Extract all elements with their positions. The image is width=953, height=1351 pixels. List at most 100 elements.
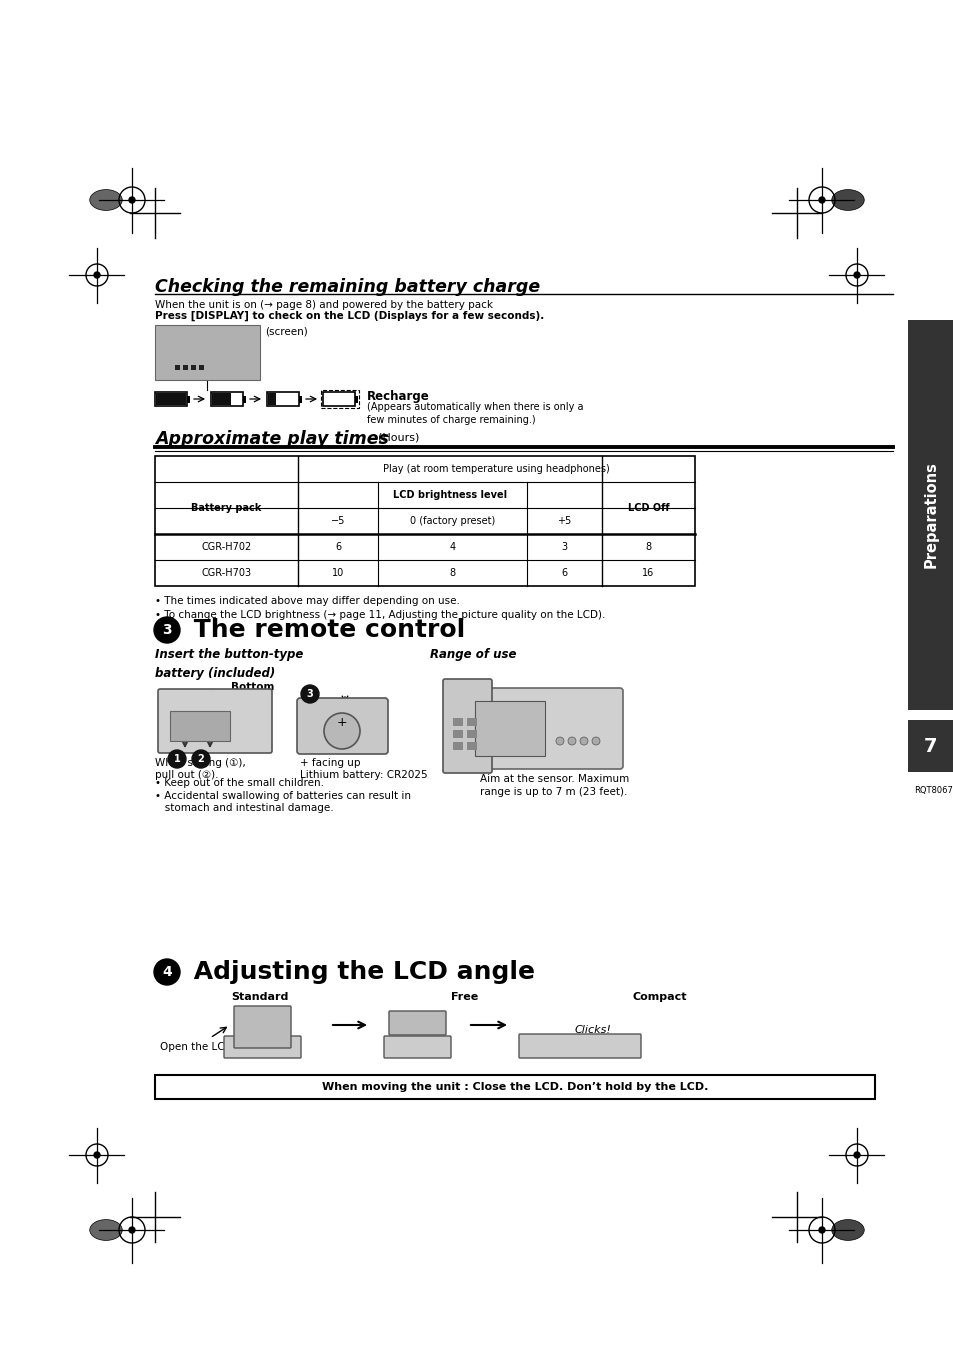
Text: CGR-H702: CGR-H702 (201, 542, 252, 553)
FancyBboxPatch shape (296, 698, 388, 754)
Text: Clicks!: Clicks! (575, 1025, 611, 1035)
Text: +5: +5 (557, 516, 571, 526)
FancyBboxPatch shape (518, 1034, 640, 1058)
Bar (453, 717, 462, 725)
Text: LCD Off: LCD Off (627, 503, 669, 513)
Ellipse shape (90, 189, 122, 211)
Text: −5: −5 (331, 516, 345, 526)
Text: 8: 8 (645, 542, 651, 553)
Text: Free: Free (451, 992, 478, 1002)
Text: 2: 2 (197, 754, 204, 765)
Circle shape (556, 738, 563, 744)
FancyBboxPatch shape (233, 1006, 291, 1048)
Bar (154, 392, 187, 407)
Bar (320, 390, 358, 408)
Text: Press [DISPLAY] to check on the LCD (Displays for a few seconds).: Press [DISPLAY] to check on the LCD (Dis… (154, 311, 543, 322)
Text: Slide: Slide (382, 1046, 408, 1056)
Text: 6: 6 (335, 542, 341, 553)
Text: Approximate play times: Approximate play times (154, 430, 389, 449)
Text: Bottom: Bottom (231, 682, 274, 692)
Circle shape (592, 738, 599, 744)
Ellipse shape (90, 1220, 122, 1240)
Circle shape (94, 1152, 100, 1158)
Bar (323, 392, 355, 407)
Text: While sliding (①),: While sliding (①), (154, 758, 246, 767)
Bar (453, 730, 462, 738)
Text: 30°: 30° (506, 721, 523, 731)
Text: Standard: Standard (231, 992, 289, 1002)
Circle shape (853, 272, 859, 278)
Text: 4: 4 (162, 965, 172, 979)
FancyBboxPatch shape (224, 1036, 301, 1058)
Circle shape (567, 738, 576, 744)
Text: 1: 1 (173, 754, 180, 765)
Text: 7: 7 (923, 736, 937, 755)
Bar (187, 396, 190, 403)
Text: + facing up: + facing up (299, 758, 360, 767)
Text: • The times indicated above may differ depending on use.: • The times indicated above may differ d… (154, 596, 459, 607)
Bar (907, 720, 953, 771)
Text: Range of use: Range of use (430, 648, 516, 661)
Text: Recharge: Recharge (367, 390, 429, 403)
Bar (174, 365, 180, 370)
Bar (243, 396, 246, 403)
Circle shape (818, 1227, 824, 1233)
Bar (467, 730, 476, 738)
FancyBboxPatch shape (384, 1036, 451, 1058)
FancyBboxPatch shape (389, 1011, 446, 1035)
Bar (170, 711, 230, 740)
Text: • To change the LCD brightness (→ page 11, Adjusting the picture quality on the : • To change the LCD brightness (→ page 1… (154, 611, 605, 620)
Text: Insert the button-type
battery (included): Insert the button-type battery (included… (154, 648, 303, 680)
Ellipse shape (831, 1220, 863, 1240)
FancyBboxPatch shape (158, 689, 272, 753)
Text: When the unit is on (→ page 8) and powered by the battery pack: When the unit is on (→ page 8) and power… (154, 300, 493, 309)
Text: • Keep out of the small children.: • Keep out of the small children. (154, 778, 324, 788)
Circle shape (192, 750, 210, 767)
Text: (Hours): (Hours) (377, 432, 419, 442)
Circle shape (94, 272, 100, 278)
Circle shape (153, 617, 180, 643)
Text: • Accidental swallowing of batteries can result in: • Accidental swallowing of batteries can… (154, 790, 411, 801)
Bar (199, 365, 204, 370)
Text: CGR-H703: CGR-H703 (201, 567, 252, 578)
Text: Play (at room temperature using headphones): Play (at room temperature using headphon… (382, 463, 609, 474)
Text: Aim at the sensor. Maximum
range is up to 7 m (23 feet).: Aim at the sensor. Maximum range is up t… (479, 774, 629, 797)
Text: +: + (336, 716, 347, 728)
Ellipse shape (831, 189, 863, 211)
Text: 3: 3 (306, 689, 313, 698)
Bar (467, 742, 476, 750)
Text: 4: 4 (450, 542, 456, 553)
Text: 3: 3 (561, 542, 567, 553)
Text: pull out (②).: pull out (②). (154, 770, 218, 780)
Text: Checking the remaining battery charge: Checking the remaining battery charge (154, 278, 539, 296)
Circle shape (301, 685, 318, 703)
Text: 3: 3 (162, 623, 172, 638)
Text: 0 (factory preset): 0 (factory preset) (410, 516, 495, 526)
Bar (211, 392, 243, 407)
Bar (355, 396, 357, 403)
Text: (screen): (screen) (265, 327, 308, 336)
FancyBboxPatch shape (442, 680, 492, 773)
Bar (268, 393, 276, 405)
Bar (154, 326, 260, 380)
Bar (154, 1075, 874, 1098)
Circle shape (579, 738, 587, 744)
Bar (453, 742, 462, 750)
Bar (267, 392, 298, 407)
Text: stomach and intestinal damage.: stomach and intestinal damage. (154, 802, 334, 813)
FancyBboxPatch shape (467, 688, 622, 769)
Circle shape (818, 197, 824, 203)
Bar (156, 393, 186, 405)
Text: When moving the unit : Close the LCD. Don’t hold by the LCD.: When moving the unit : Close the LCD. Do… (321, 1082, 707, 1092)
Bar (154, 457, 695, 586)
Text: 8: 8 (450, 567, 456, 578)
Circle shape (129, 197, 135, 203)
Text: 30°: 30° (516, 734, 533, 743)
Text: (Appears automatically when there is only a
few minutes of charge remaining.): (Appears automatically when there is onl… (367, 403, 583, 426)
Text: 16: 16 (641, 567, 654, 578)
Text: The remote control: The remote control (185, 617, 465, 642)
Bar (212, 393, 232, 405)
Text: RQT8067: RQT8067 (913, 786, 952, 794)
Text: LCD brightness level: LCD brightness level (393, 490, 506, 500)
Bar (467, 717, 476, 725)
